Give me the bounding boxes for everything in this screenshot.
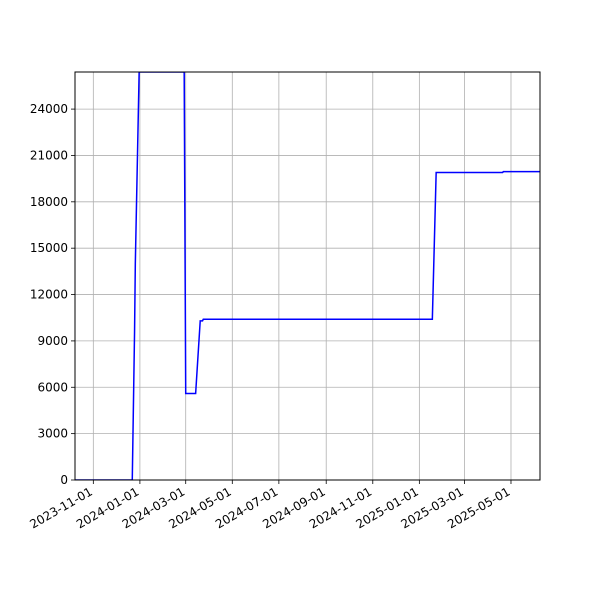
y-tick-label: 0: [60, 473, 68, 487]
series-line-0: [75, 72, 540, 480]
plot-frame: [74, 71, 541, 481]
y-tick-label: 24000: [30, 102, 68, 116]
y-tick-label: 18000: [30, 195, 68, 209]
series-layer: [75, 72, 540, 480]
x-axis: 2023-11-012024-01-012024-03-012024-05-01…: [27, 480, 512, 531]
y-tick-label: 3000: [37, 427, 68, 441]
y-tick-label: 21000: [30, 148, 68, 162]
y-tick-label: 12000: [30, 288, 68, 302]
y-tick-label: 9000: [37, 334, 68, 348]
y-tick-label: 6000: [37, 380, 68, 394]
grid: [75, 72, 540, 481]
y-tick-label: 15000: [30, 241, 68, 255]
y-axis: 0 3000 6000 9000 12000 15000 18000 21000 24000: [30, 102, 75, 487]
